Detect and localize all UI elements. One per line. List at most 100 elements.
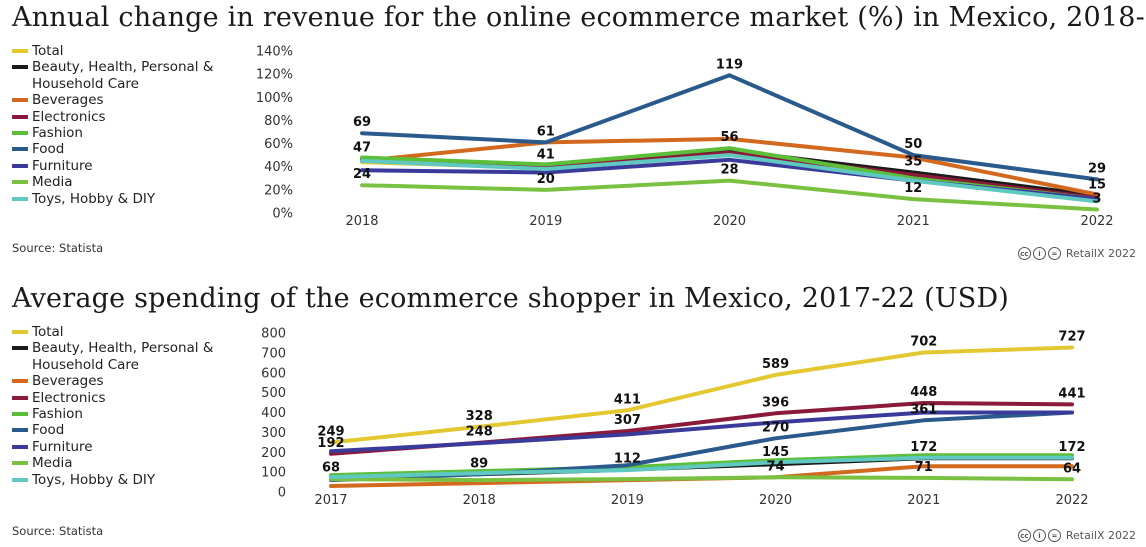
legend-swatch	[12, 180, 28, 185]
cc-icon: cc	[1017, 247, 1031, 260]
legend-swatch	[12, 395, 28, 400]
legend-swatch	[12, 346, 28, 351]
data-label: 112	[614, 452, 641, 467]
legend-label: Total	[32, 324, 64, 340]
legend-swatch	[12, 49, 28, 53]
legend-item: Fashion	[12, 125, 222, 141]
chart-1-credit: cc i = RetailX 2022	[1017, 247, 1136, 260]
y-tick-label: 500	[261, 386, 286, 401]
chart-2-legend: Total Beauty, Health, Personal & Househol…	[12, 324, 222, 488]
legend-item: Total	[12, 43, 222, 59]
chart-1-title: Annual change in revenue for the online …	[12, 2, 1146, 33]
legend-item: Beverages	[12, 92, 222, 108]
data-label: 35	[904, 155, 922, 170]
x-tick-label: 2017	[314, 493, 347, 508]
series-line-furniture	[329, 410, 1074, 454]
legend-swatch	[12, 477, 28, 482]
x-tick-label: 2019	[529, 214, 562, 229]
legend-item: Electronics	[12, 109, 222, 125]
data-label: 396	[762, 395, 789, 410]
y-tick-label: 60%	[264, 137, 293, 152]
credit-text: RetailX 2022	[1065, 247, 1136, 260]
series-line-total	[329, 345, 1074, 445]
legend-item: Furniture	[12, 439, 222, 455]
data-label: 172	[910, 440, 937, 455]
legend-label: Toys, Hobby & DIY	[32, 190, 156, 207]
data-label: 249	[317, 425, 344, 440]
y-tick-label: 100%	[256, 91, 293, 106]
legend-item: Media	[12, 455, 222, 471]
y-tick-label: 120%	[256, 68, 293, 83]
legend-label: Beauty, Health, Personal & Household Car…	[32, 340, 214, 373]
legend-label: Furniture	[32, 438, 93, 455]
chart-1-legend: Total Beauty, Health, Personal & Househol…	[12, 43, 222, 207]
legend-swatch	[12, 196, 28, 201]
y-tick-label: 200	[261, 446, 286, 461]
x-tick-label: 2020	[713, 214, 746, 229]
data-label: 145	[762, 445, 789, 460]
chart-2-source: Source: Statista	[12, 524, 104, 538]
data-label: 56	[720, 130, 738, 145]
y-tick-label: 0%	[272, 207, 293, 222]
x-tick-label: 2022	[1055, 493, 1088, 508]
y-tick-label: 400	[261, 406, 286, 421]
chart-1-plot: 0%20%40%60%80%100%120%140%2018 2019 2020 20…	[256, 45, 1114, 230]
data-label: 74	[767, 459, 785, 474]
chart-2-credit: cc i = RetailX 2022	[1017, 529, 1136, 542]
data-label: 248	[466, 425, 493, 440]
legend-item: Toys, Hobby & DIY	[12, 472, 222, 488]
data-label: 172	[1058, 440, 1085, 455]
legend-swatch	[12, 114, 28, 119]
data-label: 41	[537, 148, 555, 163]
legend-swatch	[12, 65, 28, 70]
x-tick-label: 2018	[463, 493, 496, 508]
legend-label: Total	[32, 43, 64, 59]
x-tick-label: 2018	[345, 214, 378, 229]
data-label: 68	[322, 460, 340, 475]
legend-label: Fashion	[32, 125, 83, 142]
y-tick-label: 300	[261, 426, 286, 441]
legend-item: Toys, Hobby & DIY	[12, 191, 222, 207]
data-label: 361	[910, 402, 937, 417]
legend-swatch	[12, 412, 28, 417]
legend-label: Media	[32, 174, 73, 191]
cc-icon: cc	[1017, 529, 1031, 542]
legend-label: Food	[32, 422, 65, 439]
data-label: 12	[904, 181, 922, 196]
legend-item: Furniture	[12, 158, 222, 174]
data-label: 448	[910, 385, 937, 400]
data-label: 64	[1063, 461, 1081, 476]
data-label: 119	[716, 57, 743, 72]
legend-label: Fashion	[32, 406, 83, 423]
legend-item: Electronics	[12, 390, 222, 406]
legend-item: Beauty, Health, Personal & Household Car…	[12, 340, 222, 373]
legend-swatch	[12, 163, 28, 168]
legend-item: Food	[12, 422, 222, 438]
data-label: 69	[353, 115, 371, 130]
y-tick-label: 100	[261, 466, 286, 481]
y-tick-label: 600	[261, 366, 286, 381]
chart-1-source: Source: Statista	[12, 241, 104, 255]
data-label: 589	[762, 357, 789, 372]
legend-item: Fashion	[12, 406, 222, 422]
legend-swatch	[12, 147, 28, 152]
y-tick-label: 800	[261, 327, 286, 342]
legend-swatch	[12, 98, 28, 103]
legend-label: Food	[32, 141, 65, 158]
legend-item: Media	[12, 174, 222, 190]
data-label: 61	[537, 124, 555, 139]
series-line-food	[360, 73, 1099, 182]
legend-item: Food	[12, 141, 222, 157]
data-label: 727	[1058, 330, 1085, 345]
legend-item: Beauty, Health, Personal & Household Car…	[12, 59, 222, 92]
data-label: 28	[720, 163, 738, 178]
data-label: 411	[614, 392, 641, 407]
y-tick-label: 20%	[264, 183, 293, 198]
series-line-toys-hobby-diy	[360, 153, 1099, 204]
by-icon: i	[1032, 529, 1046, 542]
series-line-media	[360, 178, 1099, 212]
chart-2-title: Average spending of the ecommerce shoppe…	[12, 283, 1010, 314]
data-label: 192	[317, 436, 344, 451]
series-line-beverages	[360, 136, 1099, 197]
